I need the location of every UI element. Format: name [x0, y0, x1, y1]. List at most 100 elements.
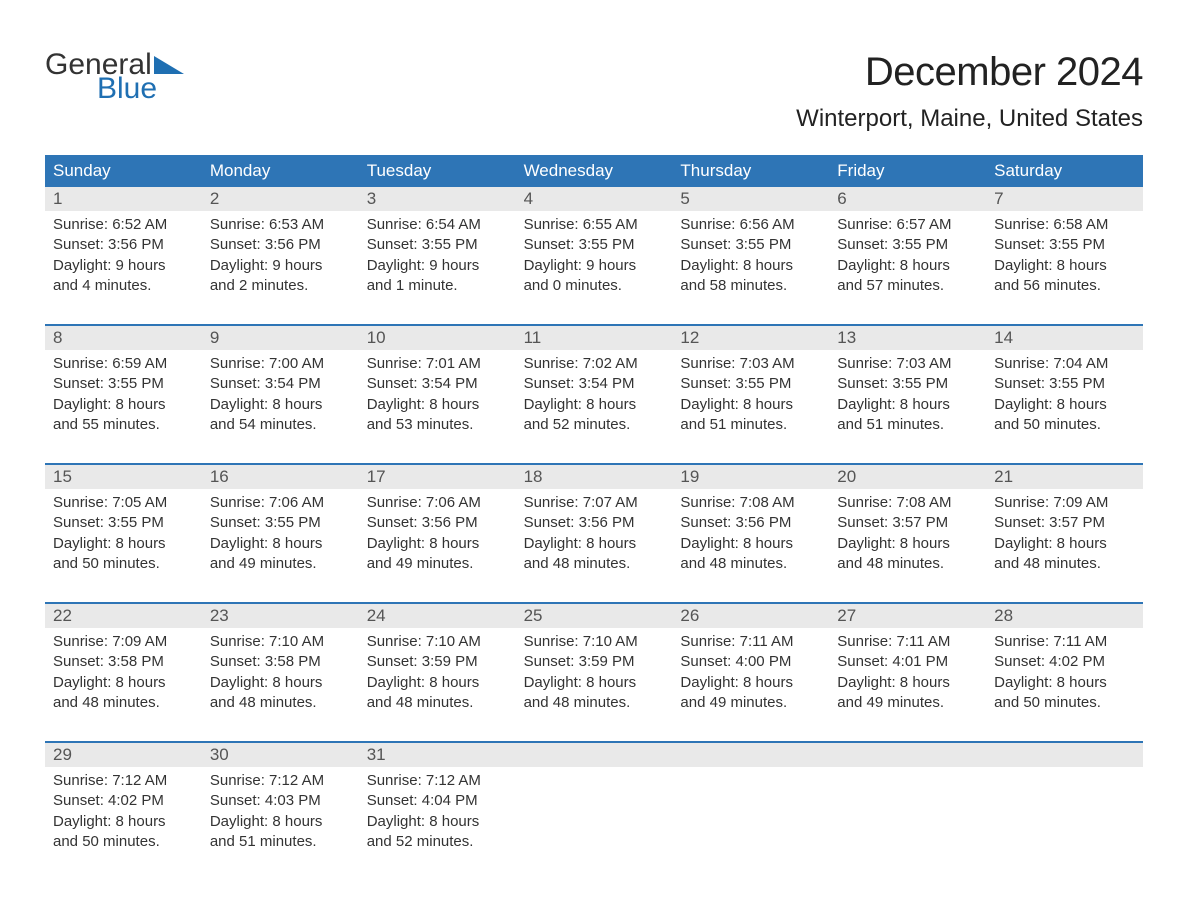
daylight-text: and 56 minutes.: [994, 276, 1135, 296]
day-number: 30: [202, 743, 359, 767]
day-cell: [986, 767, 1143, 860]
daylight-text: and 50 minutes.: [53, 832, 194, 852]
sunset-text: Sunset: 3:56 PM: [210, 235, 351, 255]
day-cell: Sunrise: 6:52 AMSunset: 3:56 PMDaylight:…: [45, 211, 202, 304]
daylight-text: Daylight: 8 hours: [837, 673, 978, 693]
daylight-text: Daylight: 8 hours: [210, 812, 351, 832]
day-number: 3: [359, 187, 516, 211]
daylight-text: and 53 minutes.: [367, 415, 508, 435]
week-row: Sunrise: 6:59 AMSunset: 3:55 PMDaylight:…: [45, 350, 1143, 443]
sunrise-text: Sunrise: 6:55 AM: [524, 215, 665, 235]
week-block: 1234567Sunrise: 6:52 AMSunset: 3:56 PMDa…: [45, 187, 1143, 304]
sunrise-text: Sunrise: 7:01 AM: [367, 354, 508, 374]
week-row: Sunrise: 7:09 AMSunset: 3:58 PMDaylight:…: [45, 628, 1143, 721]
weekday-header-row: Sunday Monday Tuesday Wednesday Thursday…: [45, 155, 1143, 187]
day-cell: Sunrise: 7:08 AMSunset: 3:57 PMDaylight:…: [829, 489, 986, 582]
day-cell: Sunrise: 7:11 AMSunset: 4:01 PMDaylight:…: [829, 628, 986, 721]
day-number: 23: [202, 604, 359, 628]
day-number: 13: [829, 326, 986, 350]
daylight-text: Daylight: 9 hours: [210, 256, 351, 276]
sunrise-text: Sunrise: 7:08 AM: [837, 493, 978, 513]
daylight-text: Daylight: 9 hours: [524, 256, 665, 276]
weekday-header: Friday: [829, 155, 986, 187]
day-number: 28: [986, 604, 1143, 628]
sunrise-text: Sunrise: 6:56 AM: [680, 215, 821, 235]
sunset-text: Sunset: 4:04 PM: [367, 791, 508, 811]
day-number: [672, 743, 829, 767]
week-row: Sunrise: 7:12 AMSunset: 4:02 PMDaylight:…: [45, 767, 1143, 860]
day-number: 20: [829, 465, 986, 489]
daylight-text: and 4 minutes.: [53, 276, 194, 296]
day-number: 9: [202, 326, 359, 350]
daylight-text: Daylight: 8 hours: [994, 534, 1135, 554]
day-cell: Sunrise: 6:54 AMSunset: 3:55 PMDaylight:…: [359, 211, 516, 304]
daylight-text: and 52 minutes.: [524, 415, 665, 435]
day-number: 12: [672, 326, 829, 350]
day-number: 10: [359, 326, 516, 350]
daylight-text: Daylight: 8 hours: [53, 812, 194, 832]
day-number: 26: [672, 604, 829, 628]
sunrise-text: Sunrise: 7:03 AM: [680, 354, 821, 374]
day-cell: Sunrise: 7:10 AMSunset: 3:59 PMDaylight:…: [359, 628, 516, 721]
sunset-text: Sunset: 3:54 PM: [524, 374, 665, 394]
day-number: [516, 743, 673, 767]
sunset-text: Sunset: 3:59 PM: [367, 652, 508, 672]
daylight-text: Daylight: 8 hours: [837, 395, 978, 415]
day-cell: Sunrise: 7:10 AMSunset: 3:59 PMDaylight:…: [516, 628, 673, 721]
sunrise-text: Sunrise: 6:53 AM: [210, 215, 351, 235]
sunrise-text: Sunrise: 7:12 AM: [367, 771, 508, 791]
daylight-text: Daylight: 8 hours: [210, 673, 351, 693]
daylight-text: Daylight: 8 hours: [367, 673, 508, 693]
daylight-text: and 48 minutes.: [524, 693, 665, 713]
day-number: 8: [45, 326, 202, 350]
day-number-row: 1234567: [45, 187, 1143, 211]
sunset-text: Sunset: 3:55 PM: [210, 513, 351, 533]
sunrise-text: Sunrise: 7:12 AM: [53, 771, 194, 791]
weeks-container: 1234567Sunrise: 6:52 AMSunset: 3:56 PMDa…: [45, 187, 1143, 860]
weekday-header: Tuesday: [359, 155, 516, 187]
daylight-text: and 51 minutes.: [837, 415, 978, 435]
sunset-text: Sunset: 3:55 PM: [524, 235, 665, 255]
daylight-text: and 48 minutes.: [53, 693, 194, 713]
daylight-text: Daylight: 8 hours: [367, 534, 508, 554]
daylight-text: and 2 minutes.: [210, 276, 351, 296]
sunrise-text: Sunrise: 7:09 AM: [994, 493, 1135, 513]
day-number: 1: [45, 187, 202, 211]
daylight-text: Daylight: 8 hours: [837, 534, 978, 554]
daylight-text: and 49 minutes.: [837, 693, 978, 713]
day-cell: Sunrise: 7:09 AMSunset: 3:58 PMDaylight:…: [45, 628, 202, 721]
sunset-text: Sunset: 4:01 PM: [837, 652, 978, 672]
daylight-text: and 48 minutes.: [524, 554, 665, 574]
sunrise-text: Sunrise: 7:06 AM: [367, 493, 508, 513]
daylight-text: Daylight: 8 hours: [367, 812, 508, 832]
day-number: 2: [202, 187, 359, 211]
sunset-text: Sunset: 3:55 PM: [680, 374, 821, 394]
sunset-text: Sunset: 3:56 PM: [524, 513, 665, 533]
day-number: 5: [672, 187, 829, 211]
daylight-text: Daylight: 8 hours: [210, 534, 351, 554]
day-cell: Sunrise: 7:09 AMSunset: 3:57 PMDaylight:…: [986, 489, 1143, 582]
day-cell: Sunrise: 7:12 AMSunset: 4:02 PMDaylight:…: [45, 767, 202, 860]
daylight-text: Daylight: 9 hours: [53, 256, 194, 276]
day-number: 14: [986, 326, 1143, 350]
sunrise-text: Sunrise: 7:11 AM: [680, 632, 821, 652]
daylight-text: Daylight: 9 hours: [367, 256, 508, 276]
day-number: 19: [672, 465, 829, 489]
day-number: 6: [829, 187, 986, 211]
sunset-text: Sunset: 3:56 PM: [53, 235, 194, 255]
sunset-text: Sunset: 3:58 PM: [53, 652, 194, 672]
daylight-text: Daylight: 8 hours: [367, 395, 508, 415]
day-cell: Sunrise: 7:02 AMSunset: 3:54 PMDaylight:…: [516, 350, 673, 443]
day-cell: Sunrise: 7:03 AMSunset: 3:55 PMDaylight:…: [672, 350, 829, 443]
daylight-text: and 54 minutes.: [210, 415, 351, 435]
week-block: 15161718192021Sunrise: 7:05 AMSunset: 3:…: [45, 463, 1143, 582]
weekday-header: Thursday: [672, 155, 829, 187]
weekday-header: Sunday: [45, 155, 202, 187]
day-cell: Sunrise: 7:01 AMSunset: 3:54 PMDaylight:…: [359, 350, 516, 443]
calendar: Sunday Monday Tuesday Wednesday Thursday…: [45, 155, 1143, 860]
day-cell: Sunrise: 7:11 AMSunset: 4:00 PMDaylight:…: [672, 628, 829, 721]
sunset-text: Sunset: 3:55 PM: [680, 235, 821, 255]
day-cell: Sunrise: 6:59 AMSunset: 3:55 PMDaylight:…: [45, 350, 202, 443]
day-cell: [829, 767, 986, 860]
daylight-text: and 48 minutes.: [367, 693, 508, 713]
